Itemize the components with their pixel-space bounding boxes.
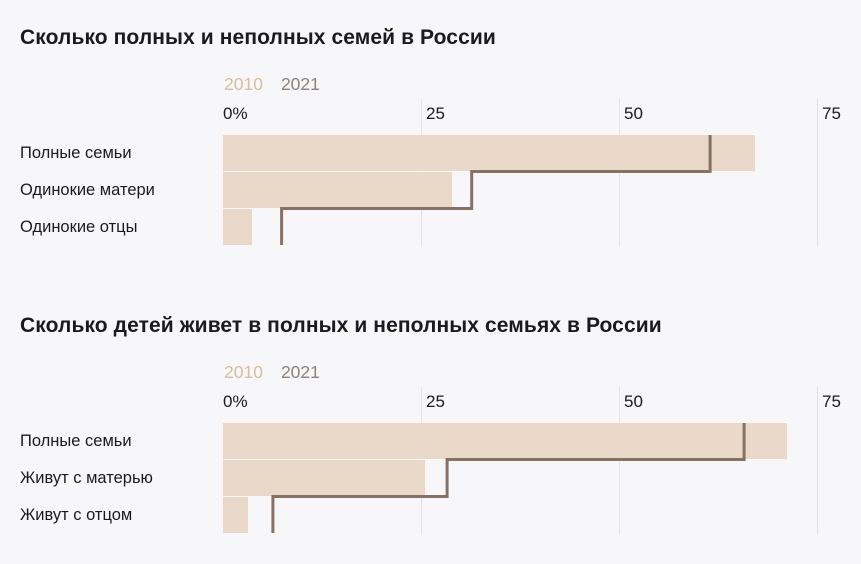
bar-2010 xyxy=(223,209,253,245)
legend-item-2010: 2010 xyxy=(224,362,263,382)
bar-2010 xyxy=(223,460,425,496)
axis-tick-label: 75 xyxy=(822,104,841,123)
bar-2010 xyxy=(223,172,452,208)
bar-row xyxy=(223,423,840,459)
legend-item-2021: 2021 xyxy=(280,74,320,94)
axis-tick-label: 0% xyxy=(223,392,248,411)
chart-title: Сколько детей живет в полных и неполных … xyxy=(20,314,662,337)
plot-area xyxy=(223,423,840,534)
axis-tick-label: 75 xyxy=(822,392,841,411)
axis-tick-label: 0% xyxy=(223,104,248,123)
category-label: Полные семьи xyxy=(20,432,132,450)
chart-families: Сколько полных и неполных семей в России… xyxy=(0,0,861,280)
category-label: Живут с отцом xyxy=(20,506,133,524)
category-label: Полные семьи xyxy=(20,144,132,162)
step-line-2021 xyxy=(271,423,746,533)
x-axis: 0% 25 50 75 xyxy=(223,104,843,124)
bar-row xyxy=(223,172,840,208)
plot-area xyxy=(223,135,840,246)
bar-row xyxy=(223,460,840,496)
gridline xyxy=(817,387,818,535)
category-labels: Полные семьи Одинокие матери Одинокие от… xyxy=(20,135,220,246)
chart-title: Сколько полных и неполных семей в России xyxy=(20,26,496,49)
legend-item-2021: 2021 xyxy=(280,362,320,382)
bar-row xyxy=(223,209,840,245)
category-labels: Полные семьи Живут с матерью Живут с отц… xyxy=(20,423,220,534)
legend: 2010 2021 xyxy=(224,362,320,383)
category-label: Одинокие отцы xyxy=(20,218,138,236)
x-axis: 0% 25 50 75 xyxy=(223,392,843,412)
bar-row xyxy=(223,497,840,533)
legend-item-2010: 2010 xyxy=(224,74,263,94)
legend: 2010 2021 xyxy=(224,74,320,95)
bar-2010 xyxy=(223,497,249,533)
category-label: Одинокие матери xyxy=(20,181,155,199)
axis-tick-label: 50 xyxy=(624,392,643,411)
category-label: Живут с матерью xyxy=(20,469,153,487)
gridline xyxy=(817,99,818,247)
chart-children: Сколько детей живет в полных и неполных … xyxy=(0,288,861,564)
bar-2010 xyxy=(223,423,787,459)
step-line-2021 xyxy=(280,135,712,245)
axis-tick-label: 25 xyxy=(426,392,445,411)
bar-row xyxy=(223,135,840,171)
axis-tick-label: 50 xyxy=(624,104,643,123)
axis-tick-label: 25 xyxy=(426,104,445,123)
bar-2010 xyxy=(223,135,756,171)
